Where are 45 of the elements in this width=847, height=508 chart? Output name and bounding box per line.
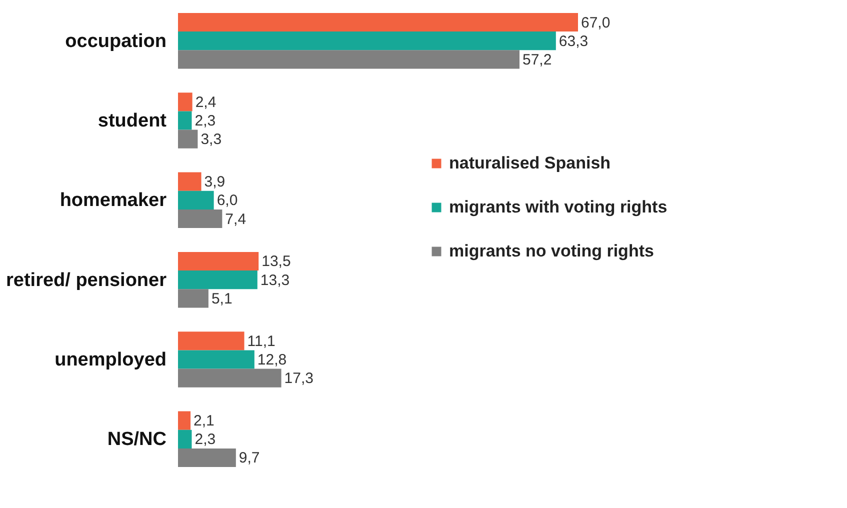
legend-label: migrants with voting rights <box>449 198 668 216</box>
data-label: 57,2 <box>522 51 552 68</box>
y-tick-label: NS/NC <box>107 429 167 450</box>
data-label: 2,3 <box>194 431 216 448</box>
bar <box>178 252 259 271</box>
bar <box>178 368 282 388</box>
bar <box>178 448 236 468</box>
data-label: 11,1 <box>247 332 276 350</box>
bar <box>178 50 520 69</box>
data-label: 12,8 <box>257 351 287 368</box>
data-label: 9,7 <box>238 450 260 467</box>
data-label: 7,4 <box>225 210 246 228</box>
legend-label: naturalised Spanish <box>449 154 611 172</box>
data-label: 5,1 <box>211 290 232 308</box>
bar <box>178 92 192 112</box>
bar <box>178 430 192 448</box>
legend-label: migrants no voting rights <box>449 242 654 260</box>
bar <box>178 270 258 290</box>
y-tick-label: occupation <box>65 30 166 52</box>
data-label: 17,3 <box>284 370 314 388</box>
bar <box>178 411 191 430</box>
data-label: 6,0 <box>216 192 238 210</box>
bar <box>178 350 254 369</box>
bar <box>178 32 556 50</box>
bar <box>178 111 192 130</box>
bar <box>178 130 198 148</box>
bar <box>178 332 244 350</box>
data-label: 2,3 <box>194 112 216 130</box>
data-label: 3,9 <box>204 174 226 191</box>
data-label: 2,4 <box>195 94 216 111</box>
y-tick-label: retired/ pensioner <box>6 270 168 291</box>
bar <box>178 190 214 210</box>
y-tick-label: unemployed <box>54 349 166 370</box>
data-label: 2,1 <box>194 412 214 430</box>
data-label: 3,3 <box>200 131 222 148</box>
data-label: 63,3 <box>558 32 588 50</box>
y-tick-label: student <box>98 110 168 132</box>
data-label: 67,0 <box>581 14 610 32</box>
data-label: 13,5 <box>262 253 291 270</box>
y-tick-label: homemaker <box>60 190 168 212</box>
bar <box>178 172 202 191</box>
data-label: 13,3 <box>260 272 290 289</box>
bar <box>178 289 208 308</box>
bar <box>178 209 222 228</box>
bar <box>178 12 578 32</box>
